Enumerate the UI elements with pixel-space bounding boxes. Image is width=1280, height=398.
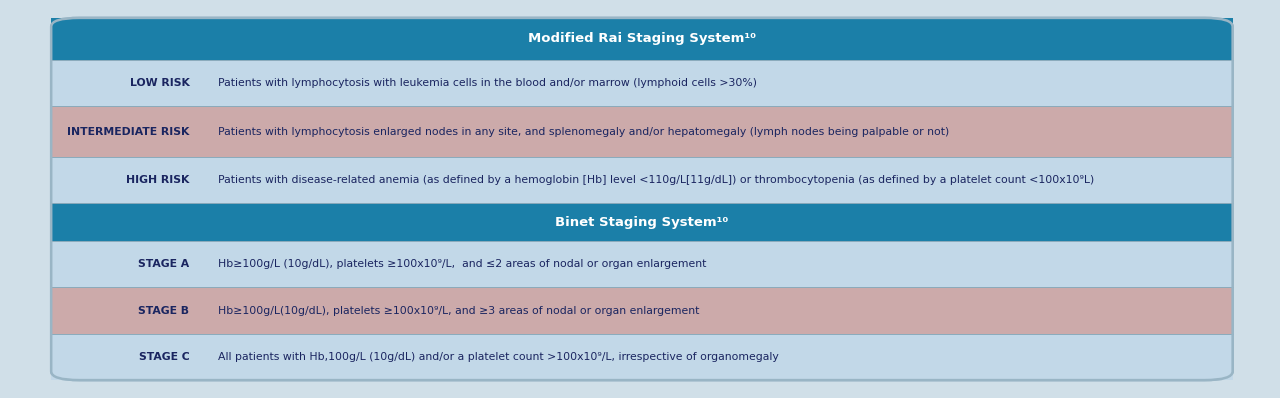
Text: Patients with lymphocytosis enlarged nodes in any site, and splenomegaly and/or : Patients with lymphocytosis enlarged nod… (218, 127, 948, 137)
Text: All patients with Hb,100g/L (10g/dL) and/or a platelet count >100x10⁹/L, irrespe: All patients with Hb,100g/L (10g/dL) and… (218, 352, 778, 362)
FancyBboxPatch shape (51, 106, 1233, 157)
Text: Hb≥100g/L (10g/dL), platelets ≥100x10⁹/L,  and ≤2 areas of nodal or organ enlarg: Hb≥100g/L (10g/dL), platelets ≥100x10⁹/L… (218, 259, 707, 269)
Text: HIGH RISK: HIGH RISK (125, 175, 189, 185)
Text: STAGE C: STAGE C (138, 352, 189, 362)
FancyBboxPatch shape (51, 287, 1233, 334)
FancyBboxPatch shape (51, 157, 1233, 203)
FancyBboxPatch shape (51, 18, 1233, 380)
Text: Patients with lymphocytosis with leukemia cells in the blood and/or marrow (lymp: Patients with lymphocytosis with leukemi… (218, 78, 756, 88)
Text: STAGE A: STAGE A (138, 259, 189, 269)
Text: LOW RISK: LOW RISK (129, 78, 189, 88)
Text: INTERMEDIATE RISK: INTERMEDIATE RISK (67, 127, 189, 137)
FancyBboxPatch shape (51, 241, 1233, 287)
FancyBboxPatch shape (51, 60, 1233, 106)
Text: Modified Rai Staging System¹⁰: Modified Rai Staging System¹⁰ (527, 32, 756, 45)
FancyBboxPatch shape (51, 18, 1233, 60)
Text: Patients with disease-related anemia (as defined by a hemoglobin [Hb] level <110: Patients with disease-related anemia (as… (218, 175, 1094, 185)
Text: STAGE B: STAGE B (138, 306, 189, 316)
Text: Hb≥100g/L(10g/dL), platelets ≥100x10⁹/L, and ≥3 areas of nodal or organ enlargem: Hb≥100g/L(10g/dL), platelets ≥100x10⁹/L,… (218, 306, 699, 316)
FancyBboxPatch shape (51, 203, 1233, 241)
Text: Binet Staging System¹⁰: Binet Staging System¹⁰ (556, 216, 728, 229)
FancyBboxPatch shape (51, 334, 1233, 380)
